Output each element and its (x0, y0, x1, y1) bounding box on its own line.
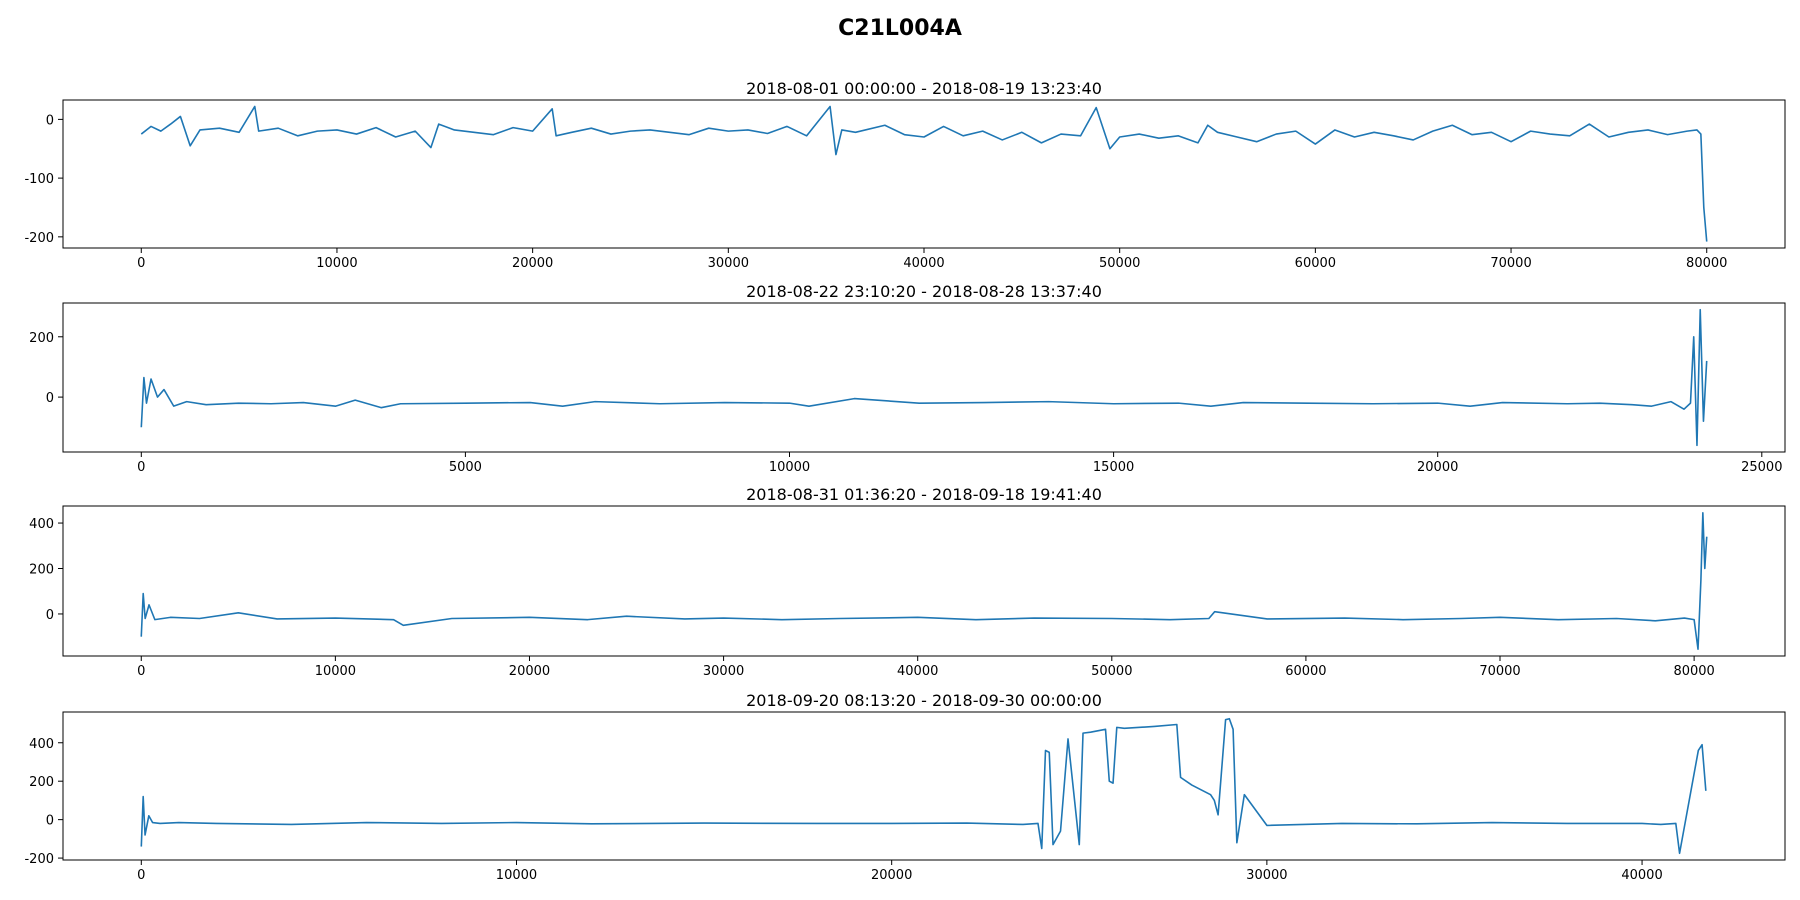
x-tick-label: 0 (137, 256, 145, 271)
x-tick-label: 0 (137, 868, 145, 883)
axes-frame (62, 711, 1786, 861)
x-tick-label: 10000 (315, 664, 356, 679)
y-tick-label: -200 (24, 231, 54, 246)
x-tick-label: 15000 (1093, 460, 1134, 475)
y-tick-label: 400 (29, 737, 54, 752)
x-tick-label: 60000 (1285, 664, 1326, 679)
x-tick-label: 50000 (1099, 256, 1140, 271)
data-line (140, 717, 1707, 855)
y-tick-label: 0 (46, 113, 54, 128)
data-line (140, 512, 1708, 650)
x-tick-label: 10000 (496, 868, 537, 883)
y-tick-label: 0 (46, 608, 54, 623)
y-tick-label: -200 (24, 852, 54, 867)
y-tick-label: 200 (29, 331, 54, 346)
x-tick-label: 70000 (1490, 256, 1531, 271)
x-tick-label: 20000 (512, 256, 553, 271)
data-line (140, 308, 1708, 447)
y-tick-label: 400 (29, 517, 54, 532)
x-tick-label: 30000 (703, 664, 744, 679)
x-tick-label: 30000 (1246, 868, 1287, 883)
x-tick-label: 20000 (1417, 460, 1458, 475)
y-tick-label: 0 (46, 814, 54, 829)
x-tick-label: 0 (137, 460, 145, 475)
x-tick-label: 60000 (1295, 256, 1336, 271)
subplot-title: 2018-08-22 23:10:20 - 2018-08-28 13:37:4… (746, 282, 1102, 301)
y-tick-label: 200 (29, 563, 54, 578)
x-tick-label: 70000 (1479, 664, 1520, 679)
x-tick-label: 25000 (1741, 460, 1782, 475)
x-tick-label: 40000 (1621, 868, 1662, 883)
axes-frame (62, 302, 1786, 453)
figure-title: C21L004A (838, 16, 962, 41)
x-tick-label: 40000 (903, 256, 944, 271)
x-tick-label: 0 (137, 664, 145, 679)
data-line (140, 105, 1708, 242)
x-tick-label: 5000 (449, 460, 482, 475)
x-tick-label: 40000 (897, 664, 938, 679)
subplot-title: 2018-09-20 08:13:20 - 2018-09-30 00:00:0… (746, 691, 1102, 710)
y-tick-label: 200 (29, 775, 54, 790)
y-tick-label: 0 (46, 391, 54, 406)
axes-frame (62, 99, 1786, 249)
x-tick-label: 30000 (708, 256, 749, 271)
axes-frame (62, 505, 1786, 657)
subplot-title: 2018-08-01 00:00:00 - 2018-08-19 13:23:4… (746, 79, 1102, 98)
x-tick-label: 50000 (1091, 664, 1132, 679)
x-tick-label: 20000 (509, 664, 550, 679)
subplot-title: 2018-08-31 01:36:20 - 2018-09-18 19:41:4… (746, 485, 1102, 504)
x-tick-label: 80000 (1686, 256, 1727, 271)
x-tick-label: 20000 (871, 868, 912, 883)
y-tick-label: -100 (24, 172, 54, 187)
x-tick-label: 10000 (316, 256, 357, 271)
x-tick-label: 80000 (1673, 664, 1714, 679)
x-tick-label: 10000 (769, 460, 810, 475)
